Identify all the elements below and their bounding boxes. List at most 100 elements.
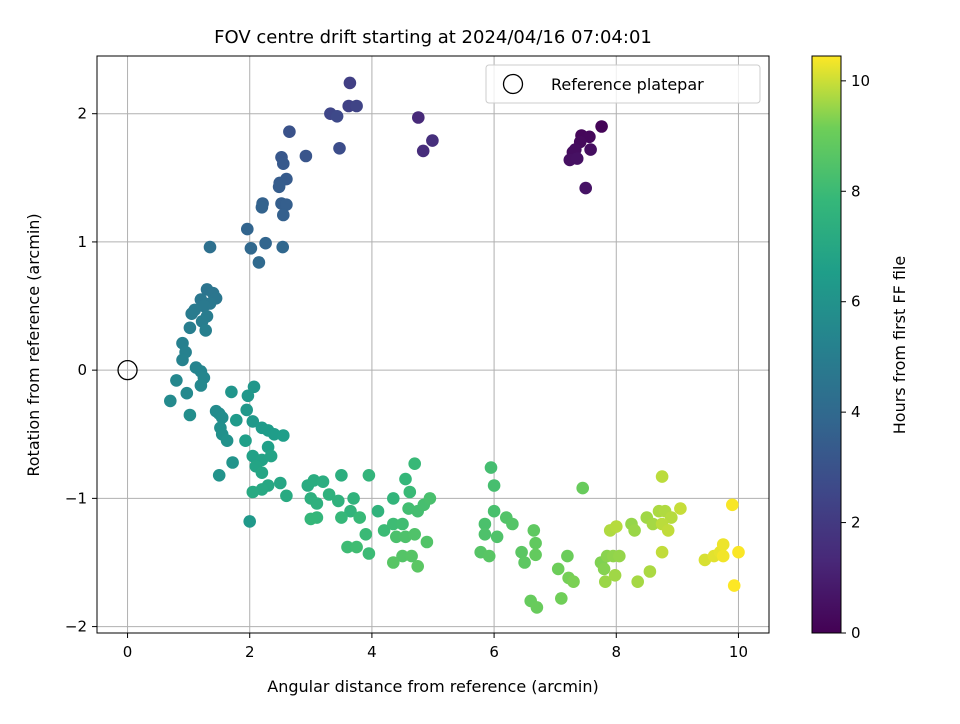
data-point: [484, 461, 498, 474]
data-point: [399, 472, 412, 486]
data-point: [183, 408, 197, 422]
legend-entry-label: Reference platepar: [551, 75, 704, 94]
data-point: [362, 547, 376, 560]
data-point: [343, 76, 357, 90]
data-point: [280, 489, 293, 503]
data-point: [583, 130, 596, 144]
data-point: [371, 504, 385, 518]
data-point: [478, 517, 492, 531]
data-point: [239, 434, 252, 448]
colorbar-tick-label: 0: [851, 624, 861, 642]
data-point: [490, 530, 504, 544]
data-point: [276, 240, 290, 254]
data-point: [646, 517, 660, 531]
plot-frame: [96, 55, 770, 634]
data-point: [529, 548, 542, 562]
data-point: [567, 575, 580, 588]
data-point: [362, 469, 376, 482]
data-point: [726, 498, 739, 512]
data-point: [674, 502, 687, 515]
grid: [97, 56, 769, 633]
data-point: [411, 560, 425, 573]
data-point: [277, 208, 290, 222]
data-point: [330, 110, 344, 123]
x-tick-label: 8: [611, 643, 621, 661]
data-point: [280, 198, 293, 211]
data-point: [353, 511, 367, 524]
data-point: [527, 524, 541, 537]
data-point: [487, 504, 501, 518]
data-point: [423, 492, 437, 505]
data-point: [247, 380, 261, 394]
data-point: [426, 134, 439, 147]
data-point: [599, 575, 612, 588]
data-point: [335, 511, 348, 524]
x-axis-ticks: 0 2 4 6 8 10: [123, 633, 748, 661]
data-point: [631, 575, 644, 588]
data-point: [283, 125, 296, 138]
chart-title: FOV centre drift starting at 2024/04/16 …: [214, 27, 652, 48]
data-point: [310, 497, 324, 510]
data-point: [396, 549, 409, 563]
data-point: [727, 579, 741, 592]
data-point: [194, 379, 208, 392]
data-point: [255, 466, 269, 480]
y-tick-label: −2: [65, 618, 87, 636]
legend: Reference platepar: [485, 64, 761, 104]
data-point: [272, 180, 286, 194]
data-point: [277, 429, 290, 442]
data-point: [515, 545, 528, 559]
data-point: [199, 324, 212, 337]
data-point: [518, 556, 531, 569]
data-point: [203, 240, 217, 254]
data-point: [420, 535, 434, 549]
data-point: [359, 528, 373, 541]
data-point: [478, 528, 492, 541]
data-point: [212, 469, 226, 482]
data-point: [405, 549, 418, 563]
data-point: [259, 236, 272, 250]
data-point: [341, 540, 354, 554]
data-point: [183, 321, 197, 335]
data-point: [412, 111, 425, 124]
data-point: [176, 353, 189, 367]
y-tick-label: 1: [77, 233, 87, 251]
x-axis-label: Angular distance from reference (arcmin): [267, 677, 598, 696]
data-point: [408, 457, 422, 471]
data-point: [716, 549, 730, 563]
data-point: [643, 565, 657, 578]
colorbar-tick-label: 10: [851, 72, 870, 90]
data-point: [403, 485, 417, 499]
data-point: [579, 181, 592, 195]
data-point: [344, 504, 357, 518]
legend-box: [485, 64, 761, 104]
colorbar-tick-label: 6: [851, 293, 861, 311]
data-point: [732, 545, 745, 559]
reference-marker: [117, 359, 138, 381]
data-point: [350, 540, 363, 554]
colorbar-ticks: 0 2 4 6 8 10: [841, 72, 870, 642]
data-point: [555, 592, 568, 605]
data-point: [377, 524, 391, 537]
data-point: [628, 524, 641, 537]
data-point: [220, 434, 234, 448]
data-point: [332, 494, 345, 508]
data-point: [595, 120, 608, 133]
data-point: [408, 528, 422, 541]
data-point: [506, 517, 519, 531]
data-point: [225, 385, 238, 399]
data-point: [387, 492, 400, 505]
data-points: [164, 76, 745, 614]
data-point: [390, 530, 403, 544]
data-point: [164, 394, 177, 408]
data-point: [655, 545, 669, 559]
y-axis-label: Rotation from reference (arcmin): [24, 213, 43, 476]
data-point: [530, 601, 544, 614]
data-point: [322, 488, 336, 501]
data-point: [230, 413, 243, 427]
data-point: [170, 374, 183, 387]
data-point: [240, 403, 253, 417]
data-point: [597, 562, 611, 576]
data-point: [246, 485, 260, 499]
